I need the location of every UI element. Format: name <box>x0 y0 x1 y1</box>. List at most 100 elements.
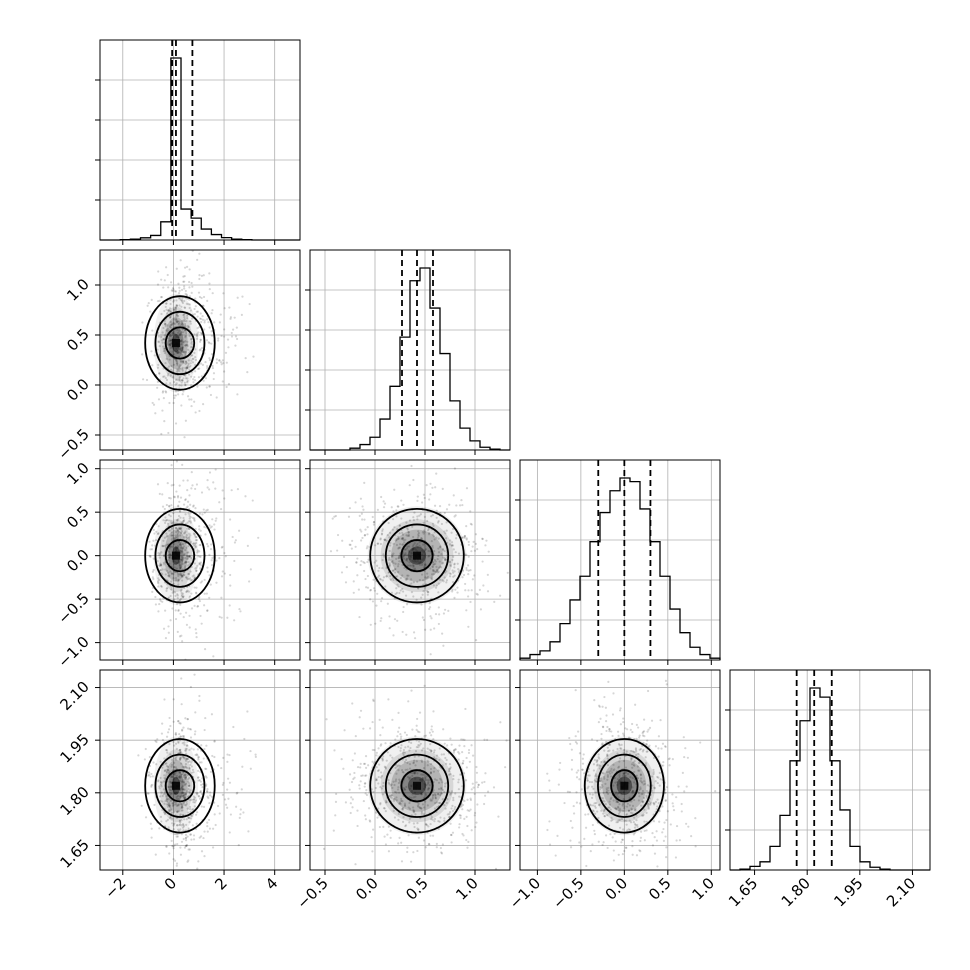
scatter-1-0-point <box>178 384 181 387</box>
scatter-3-0-point <box>192 798 195 801</box>
scatter-2-0-point <box>167 550 171 553</box>
scatter-3-2-point <box>633 764 636 767</box>
scatter-3-0-point <box>173 744 176 747</box>
scatter-1-0-point <box>180 322 183 325</box>
scatter-3-2-point <box>597 704 601 707</box>
scatter-3-2-point <box>644 756 647 759</box>
scatter-3-1-point <box>362 799 365 803</box>
scatter-1-0-point <box>178 369 181 373</box>
scatter-3-2-point <box>638 788 641 791</box>
scatter-3-0-point <box>174 843 177 846</box>
scatter-3-2-point <box>661 831 664 834</box>
scatter-1-0-point <box>210 330 213 333</box>
scatter-1-0-point <box>189 309 193 312</box>
scatter-3-0-point <box>174 758 178 761</box>
scatter-2-1-point <box>405 633 408 636</box>
scatter-3-0-point <box>223 798 227 801</box>
scatter-3-1-point <box>370 788 373 791</box>
scatter-2-0-point <box>176 535 180 538</box>
scatter-2-1-point <box>461 576 464 579</box>
scatter-1-0-point <box>215 396 218 399</box>
scatter-3-1-point <box>382 755 385 758</box>
scatter-3-1-point <box>423 806 426 809</box>
scatter-2-1-point <box>389 558 392 561</box>
scatter-3-0-point <box>166 751 169 754</box>
scatter-2-1-point <box>382 515 385 518</box>
scatter-3-2-point <box>602 775 605 778</box>
scatter-2-1-point <box>409 564 413 567</box>
scatter-3-0-point <box>171 804 175 808</box>
scatter-3-0-point <box>166 731 170 734</box>
scatter-3-0-point <box>172 720 175 723</box>
scatter-2-0-point <box>173 495 176 498</box>
scatter-1-0-point <box>183 275 186 278</box>
scatter-3-0-point <box>194 799 197 802</box>
scatter-1-0-point <box>178 329 181 332</box>
scatter-2-1-point <box>392 510 395 513</box>
scatter-2-1-point <box>449 561 452 564</box>
scatter-3-2-point <box>622 791 625 794</box>
scatter-2-1-point <box>392 578 395 582</box>
scatter-3-1-point <box>377 807 380 810</box>
scatter-2-0-point <box>188 538 191 541</box>
scatter-2-0-point <box>156 532 160 536</box>
scatter-2-0-point <box>162 627 166 630</box>
scatter-2-1-point <box>329 550 333 553</box>
scatter-3-1-point <box>438 758 441 762</box>
scatter-3-2-point <box>652 770 655 774</box>
scatter-3-1-point <box>469 797 472 800</box>
scatter-3-0-point <box>181 755 184 758</box>
scatter-2-0-point <box>185 537 188 540</box>
scatter-3-0-point <box>189 817 193 820</box>
scatter-3-1-point <box>431 730 434 733</box>
scatter-3-0-density <box>137 673 257 870</box>
scatter-3-1-point <box>402 751 405 754</box>
scatter-2-1-point <box>408 564 411 567</box>
scatter-2-1-point <box>435 536 438 539</box>
scatter-2-1-point <box>381 567 384 570</box>
scatter-3-0-point <box>186 780 190 783</box>
scatter-3-2-point <box>644 762 648 765</box>
scatter-3-1-point <box>349 811 352 815</box>
scatter-3-0-point <box>197 860 200 863</box>
scatter-3-1-point <box>434 795 437 798</box>
scatter-1-0-point <box>176 350 179 353</box>
scatter-2-1-point <box>426 590 429 593</box>
scatter-3-2-point <box>653 835 656 839</box>
scatter-2-0-point <box>212 481 215 484</box>
scatter-2-0-point <box>178 566 182 569</box>
scatter-3-2-point <box>615 799 618 802</box>
scatter-3-0-point <box>186 774 189 777</box>
scatter-1-0-point <box>180 339 183 342</box>
scatter-1-0-point <box>227 346 230 349</box>
scatter-3-1-point <box>484 772 487 775</box>
scatter-3-0-point <box>179 757 182 760</box>
scatter-3-2-point <box>635 814 638 817</box>
scatter-3-1-point <box>466 846 469 849</box>
scatter-3-0-point <box>170 792 173 795</box>
scatter-3-0-point <box>178 721 181 725</box>
scatter-3-0-point <box>209 770 213 773</box>
scatter-3-1-core <box>413 781 421 790</box>
scatter-1-0-point <box>209 393 213 397</box>
scatter-3-0-point <box>198 797 202 800</box>
scatter-2-0-point <box>171 534 175 537</box>
scatter-3-0-point <box>208 801 211 805</box>
scatter-1-0-point <box>185 302 188 305</box>
scatter-1-0-point <box>163 309 166 313</box>
scatter-2-0-point <box>167 625 170 628</box>
scatter-1-0-point <box>218 359 221 362</box>
scatter-3-2-point <box>651 844 655 847</box>
scatter-2-0-point <box>195 566 198 569</box>
scatter-2-0-point <box>189 534 192 537</box>
scatter-3-0-point <box>224 803 228 806</box>
scatter-3-0-point <box>201 786 204 789</box>
scatter-1-0-point <box>202 295 206 299</box>
scatter-2-1-point <box>436 521 440 524</box>
scatter-3-1-point <box>427 760 430 763</box>
scatter-3-1-point <box>482 802 486 806</box>
scatter-1-0-point <box>181 360 184 363</box>
scatter-3-1-point <box>452 749 456 752</box>
scatter-3-0-core <box>171 781 180 790</box>
scatter-3-1-point <box>430 728 433 731</box>
